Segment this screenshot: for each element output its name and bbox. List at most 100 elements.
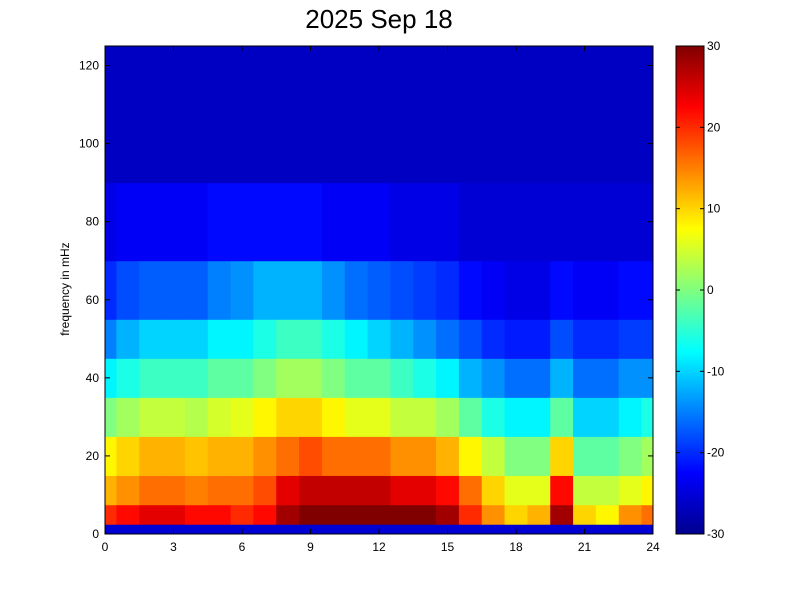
heatmap-cell [550,397,574,437]
heatmap-cell [321,182,346,262]
heatmap-cell [413,260,437,320]
heatmap-cell [230,260,254,320]
heatmap-cell [253,475,277,506]
heatmap-cell [207,504,232,525]
heatmap-cell [436,358,460,398]
heatmap-cell [105,504,117,525]
heatmap-cell [504,475,528,506]
heatmap-cell [207,397,232,437]
heatmap-cell [618,319,643,359]
heatmap-cell [184,46,209,96]
heatmap-cell [641,358,654,398]
heatmap-cell [321,397,346,437]
heatmap-cell [162,436,186,476]
heatmap-cell [321,524,346,535]
heatmap-cell [184,260,209,320]
heatmap-cell [344,397,369,437]
x-tick-label: 9 [307,540,314,554]
heatmap-cell [321,260,346,320]
heatmap-cell [458,504,483,525]
colorbar-tick-label: 30 [707,39,721,53]
heatmap-cell [595,358,620,398]
heatmap-cell [390,319,414,359]
heatmap-cell [253,260,277,320]
heatmap-cell [367,182,391,262]
heatmap-cell [367,46,391,96]
heatmap-cell [253,358,277,398]
heatmap-cell [436,504,460,525]
heatmap-cell [573,260,597,320]
colorbar [675,45,705,535]
heatmap-cell [321,504,346,525]
heatmap-cell [207,319,232,359]
heatmap-cell [641,182,654,262]
heatmap-cell [162,319,186,359]
heatmap-cell [299,475,323,506]
heatmap-cell [276,46,300,96]
x-tick-label: 0 [102,540,109,554]
heatmap-cell [618,397,643,437]
heatmap-cell [299,319,323,359]
heatmap-cell [504,397,528,437]
y-tick-label: 0 [92,527,99,541]
heatmap-cell [139,182,163,262]
heatmap-cell [276,260,300,320]
heatmap-cell [230,397,254,437]
heatmap-cell [618,524,643,535]
heatmap-cell [116,504,140,525]
heatmap-cell [481,358,506,398]
heatmap-cell [230,94,254,184]
heatmap-cell [162,46,186,96]
heatmap-cell [458,260,483,320]
heatmap-cell [139,260,163,320]
heatmap-cell [344,46,369,96]
heatmap-cell [253,94,277,184]
heatmap-cell [641,260,654,320]
y-tick-label: 80 [86,215,100,229]
heatmap-cell [253,397,277,437]
heatmap-cell [595,436,620,476]
heatmap-cell [527,524,551,535]
heatmap-cell [641,436,654,476]
heatmap-cell [390,397,414,437]
heatmap-cell [641,475,654,506]
heatmap-cell [390,475,414,506]
colorbar-tick-label: 20 [707,120,721,134]
heatmap-cell [527,319,551,359]
heatmap-cell [184,397,209,437]
heatmap-cell [481,436,506,476]
heatmap-cell [413,319,437,359]
heatmap-cell [207,94,232,184]
heatmap-cell [162,182,186,262]
heatmap-cell [641,94,654,184]
y-tick-label: 60 [86,293,100,307]
heatmap-cell [184,524,209,535]
heatmap-cell [595,397,620,437]
y-tick-label: 100 [79,137,99,151]
heatmap-cell [367,319,391,359]
heatmap-cell [139,504,163,525]
heatmap-cell [344,524,369,535]
heatmap-cell [595,182,620,262]
y-axis-ticks: 0 20 40 60 80 100 120 [79,59,653,541]
x-tick-label: 24 [646,540,660,554]
heatmap-cell [276,436,300,476]
colorbar-tick-label: -20 [707,446,725,460]
chart-title: 2025 Sep 18 [305,4,453,34]
heatmap-cell [527,182,551,262]
heatmap-cell [436,94,460,184]
heatmap-cell [504,46,528,96]
heatmap-cell [458,182,483,262]
heatmap-cell [344,182,369,262]
heatmap-cell [573,397,597,437]
heatmap-cell [207,475,232,506]
heatmap-cell [550,358,574,398]
heatmap-cell [573,475,597,506]
heatmap-cell [527,504,551,525]
heatmap-cell [573,94,597,184]
heatmap-cell [139,524,163,535]
heatmap-cell [573,358,597,398]
heatmap-cell [550,475,574,506]
heatmap-cell [618,260,643,320]
heatmap-cell [413,358,437,398]
